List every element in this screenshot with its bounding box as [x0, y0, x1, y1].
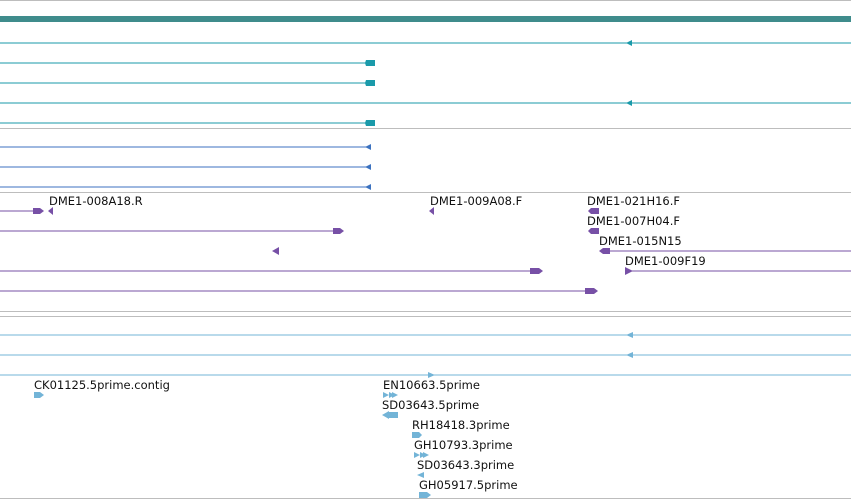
clone-end-arrow-left[interactable]	[48, 207, 53, 215]
feature-label[interactable]: SD03643.5prime	[382, 398, 480, 412]
strand-arrow-right[interactable]	[365, 80, 375, 86]
feature-label[interactable]: DME1-021H16.F	[587, 194, 681, 208]
feature-label[interactable]: RH18418.3prime	[412, 418, 510, 432]
strand-arrow-left[interactable]	[365, 184, 371, 190]
strand-arrow-left[interactable]	[626, 332, 633, 338]
est-block-right[interactable]	[383, 392, 398, 398]
est-block-right[interactable]	[419, 492, 431, 498]
strand-arrow-right[interactable]	[365, 60, 375, 66]
strand-arrow-right[interactable]	[428, 372, 435, 378]
est-block-right[interactable]	[34, 392, 44, 398]
feature-label[interactable]: CK01125.5prime.contig	[34, 378, 170, 392]
feature-label[interactable]: GH10793.3prime	[414, 438, 513, 452]
feature-label[interactable]: DME1-007H04.F	[587, 214, 681, 228]
est-block-left[interactable]	[382, 411, 398, 419]
feature-label[interactable]: DME1-015N15	[599, 234, 682, 248]
feature-label[interactable]: DME1-008A18.R	[49, 194, 143, 208]
feature-label[interactable]: DME1-009F19	[625, 254, 706, 268]
strand-arrow-left[interactable]	[365, 164, 371, 170]
clone-end-arrow-left[interactable]	[599, 248, 610, 254]
clone-end-arrow-left[interactable]	[272, 247, 279, 255]
clone-end-arrow-right[interactable]	[33, 208, 44, 214]
strand-arrow-left[interactable]	[626, 100, 632, 106]
clone-end-arrow-right[interactable]	[333, 228, 344, 234]
strand-arrow-left[interactable]	[626, 352, 633, 358]
est-block-right[interactable]	[414, 452, 429, 458]
feature-label[interactable]: SD03643.3prime	[417, 458, 515, 472]
est-block-right[interactable]	[412, 432, 422, 438]
clone-end-arrow-right[interactable]	[585, 288, 598, 294]
feature-label[interactable]: DME1-009A08.F	[430, 194, 523, 208]
clone-end-arrow-left[interactable]	[588, 228, 599, 234]
clone-end-arrow-left[interactable]	[588, 208, 599, 214]
purple-clone-track	[0, 207, 851, 294]
header-band	[0, 16, 851, 22]
feature-label[interactable]: EN10663.5prime	[383, 378, 480, 392]
strand-arrow-right[interactable]	[365, 120, 375, 126]
clone-end-arrow-right[interactable]	[625, 267, 633, 275]
feature-label[interactable]: GH05917.5prime	[419, 478, 518, 492]
teal-transcript-track	[0, 40, 851, 126]
blue-transcript-track	[0, 144, 371, 190]
clone-end-arrow-left[interactable]	[429, 207, 434, 215]
clone-end-arrow-right[interactable]	[530, 268, 543, 274]
strand-arrow-left[interactable]	[365, 144, 371, 150]
strand-arrow-left[interactable]	[626, 40, 632, 46]
est-block-left[interactable]	[417, 472, 424, 478]
light-blue-est-track	[0, 332, 851, 498]
